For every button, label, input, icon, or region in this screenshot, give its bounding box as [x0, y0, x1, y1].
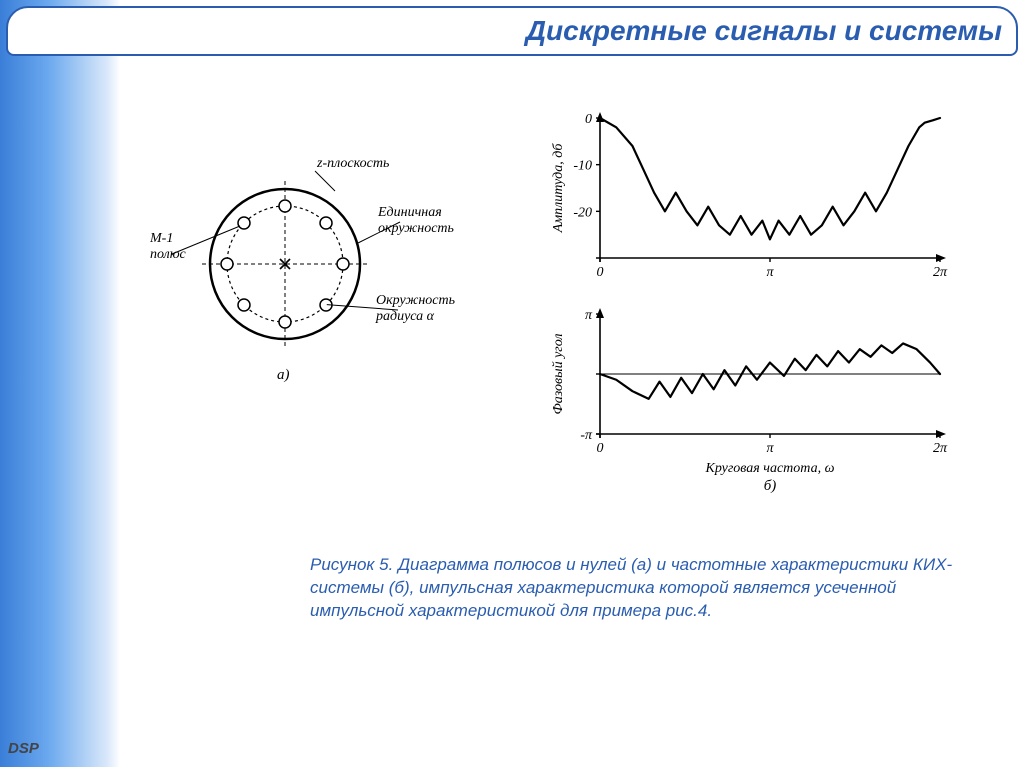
svg-text:z-плоскость: z-плоскость — [316, 156, 389, 171]
svg-text:0: 0 — [597, 441, 604, 456]
sidebar-gradient — [0, 0, 120, 767]
svg-text:2π: 2π — [933, 441, 948, 456]
slide-content: M-1полюс z-плоскость Единичнаяокружность Ок… — [120, 64, 1024, 767]
figure-caption: Рисунок 5. Диаграмма полюсов и нулей (а)… — [310, 554, 990, 623]
page-title: Дискретные сигналы и системы — [526, 15, 1002, 47]
svg-text:-20: -20 — [573, 205, 592, 220]
svg-text:Фазовый угол: Фазовый угол — [551, 333, 566, 414]
svg-text:π: π — [766, 441, 774, 456]
svg-text:полюс: полюс — [150, 247, 186, 262]
svg-text:окружность: окружность — [378, 221, 454, 236]
svg-text:0: 0 — [585, 112, 592, 127]
svg-text:π: π — [585, 308, 593, 323]
svg-text:Круговая частота, ω: Круговая частота, ω — [705, 461, 835, 476]
header-bar: Дискретные сигналы и системы — [6, 6, 1018, 56]
svg-text:M-1: M-1 — [150, 231, 173, 246]
svg-text:а): а) — [277, 367, 290, 383]
svg-text:-π: -π — [580, 428, 593, 443]
frequency-response-charts: -20 -10 0 0 π 2π Амплитуда, дб -π π 0 π 2π Фазовый у… — [530, 104, 990, 504]
dsp-label: DSP — [8, 740, 39, 757]
svg-text:Окружность: Окружность — [376, 293, 455, 308]
svg-text:π: π — [766, 265, 774, 280]
svg-text:-10: -10 — [573, 159, 592, 174]
svg-text:Амплитуда, дб: Амплитуда, дб — [551, 143, 566, 234]
svg-text:радиуса α: радиуса α — [375, 309, 435, 324]
pole-zero-diagram: M-1полюс z-плоскость Единичнаяокружность Ок… — [150, 114, 500, 434]
figure-area: M-1полюс z-плоскость Единичнаяокружность Ок… — [130, 104, 1004, 504]
svg-text:б): б) — [764, 478, 777, 494]
svg-text:2π: 2π — [933, 265, 948, 280]
svg-text:Единичная: Единичная — [377, 205, 442, 220]
svg-text:0: 0 — [597, 265, 604, 280]
